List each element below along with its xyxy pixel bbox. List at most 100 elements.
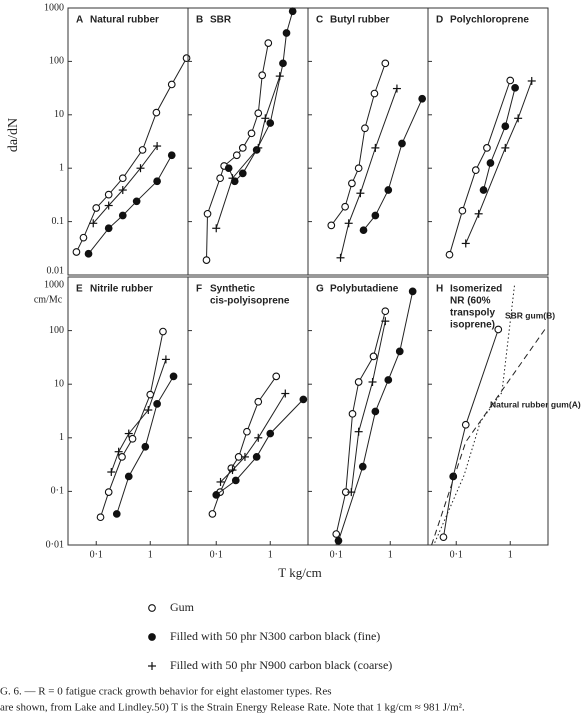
x-tick-label: 0·1 bbox=[210, 549, 223, 560]
x-axis-label: T kg/cm bbox=[278, 565, 321, 580]
series-line bbox=[92, 145, 158, 224]
panel-title: Isomerized bbox=[450, 284, 502, 295]
filled-circle-marker bbox=[104, 224, 113, 233]
panel-letter: G bbox=[316, 284, 324, 295]
filled-circle-marker bbox=[282, 29, 291, 37]
plus-marker bbox=[228, 466, 237, 475]
series-line bbox=[215, 75, 281, 229]
x-tick-label: 1 bbox=[388, 549, 393, 560]
filled-circle-marker bbox=[334, 536, 343, 545]
open-circle-marker bbox=[254, 397, 263, 406]
open-circle-marker bbox=[247, 129, 256, 138]
x-tick-label: 0·1 bbox=[90, 549, 103, 560]
open-circle-marker bbox=[348, 409, 357, 418]
panel-letter: B bbox=[196, 15, 203, 26]
plus-marker bbox=[392, 84, 401, 93]
open-circle-marker bbox=[272, 372, 281, 381]
open-circle-marker bbox=[232, 151, 241, 160]
open-circle-marker bbox=[118, 174, 127, 183]
series-line bbox=[215, 399, 304, 496]
panel-title: Natural rubber bbox=[90, 15, 159, 26]
filled-circle-marker bbox=[212, 491, 221, 499]
filled-circle-marker bbox=[408, 287, 417, 296]
filled-circle-marker bbox=[148, 633, 156, 641]
plus-marker bbox=[144, 406, 153, 415]
filled-circle-marker bbox=[153, 399, 161, 408]
open-circle-marker bbox=[182, 54, 191, 63]
plus-marker bbox=[514, 114, 523, 123]
y-tick-label: 10 bbox=[54, 378, 64, 389]
open-circle-marker bbox=[461, 420, 470, 429]
filled-circle-marker bbox=[132, 197, 141, 206]
open-circle-marker bbox=[445, 250, 454, 259]
panel-title: cis-polyisoprene bbox=[210, 296, 290, 307]
y-tick-label: 0·01 bbox=[46, 539, 64, 550]
panel-letter: E bbox=[76, 284, 83, 295]
open-circle-marker bbox=[79, 233, 88, 242]
y-tick-label: 100 bbox=[49, 56, 64, 67]
panel-frame bbox=[427, 7, 549, 276]
open-circle-marker bbox=[104, 190, 113, 199]
plus-marker bbox=[371, 143, 380, 152]
panel-frame bbox=[67, 276, 189, 546]
filled-circle-marker bbox=[501, 122, 510, 131]
filled-circle-marker bbox=[238, 169, 247, 178]
open-circle-marker bbox=[238, 144, 247, 152]
filled-circle-marker bbox=[169, 372, 178, 381]
y-tick-label: 100 bbox=[49, 325, 64, 336]
series-line bbox=[338, 291, 414, 541]
open-circle-marker bbox=[264, 39, 273, 47]
open-circle-marker bbox=[471, 166, 480, 174]
open-circle-marker bbox=[258, 71, 267, 80]
plus-marker bbox=[124, 429, 133, 438]
panel-letter: C bbox=[316, 15, 323, 26]
plus-marker bbox=[261, 114, 270, 123]
open-circle-marker bbox=[159, 327, 167, 336]
plus-marker bbox=[216, 477, 225, 486]
panel-title: Synthetic bbox=[210, 284, 255, 295]
plus-marker bbox=[254, 143, 263, 152]
open-circle-marker bbox=[361, 124, 369, 133]
series-label: SBR gum(B) bbox=[505, 310, 555, 320]
filled-circle-marker bbox=[358, 462, 367, 471]
legend-label: Filled with 50 phr N300 carbon black (fi… bbox=[170, 629, 380, 643]
panel-frame bbox=[307, 7, 429, 276]
series-line bbox=[443, 329, 499, 538]
filled-circle-marker bbox=[124, 472, 133, 481]
series-line bbox=[483, 87, 516, 191]
plus-marker bbox=[136, 164, 145, 173]
filled-circle-marker bbox=[141, 442, 150, 451]
series-line bbox=[465, 80, 533, 244]
panel-letter: F bbox=[196, 284, 202, 295]
open-circle-marker bbox=[354, 164, 363, 173]
series-line bbox=[350, 321, 386, 493]
plus-marker bbox=[114, 447, 123, 456]
filled-circle-marker bbox=[511, 83, 519, 92]
open-circle-marker bbox=[370, 89, 379, 98]
panel-title: isoprene) bbox=[450, 320, 495, 331]
open-circle-marker bbox=[148, 604, 156, 612]
filled-circle-marker bbox=[299, 395, 308, 404]
legend-label: Gum bbox=[170, 600, 195, 614]
y-tick-label: 10 bbox=[54, 109, 64, 120]
series-line bbox=[100, 331, 164, 518]
plus-marker bbox=[212, 224, 221, 233]
y-tick-label: 1000 bbox=[44, 2, 64, 13]
open-circle-marker bbox=[381, 307, 390, 316]
open-circle-marker bbox=[167, 80, 176, 89]
open-circle-marker bbox=[332, 530, 341, 538]
filled-circle-marker bbox=[371, 211, 380, 220]
open-circle-marker bbox=[202, 256, 211, 264]
open-circle-marker bbox=[216, 174, 224, 183]
open-circle-marker bbox=[92, 204, 101, 212]
panel-frame bbox=[187, 7, 309, 276]
filled-circle-marker bbox=[112, 510, 121, 518]
panel-frame bbox=[427, 276, 549, 546]
filled-circle-marker bbox=[224, 164, 233, 173]
series-line bbox=[335, 311, 386, 535]
open-circle-marker bbox=[128, 434, 137, 443]
plus-marker bbox=[527, 76, 536, 85]
plus-marker bbox=[240, 452, 249, 461]
y-tick-label: 1 bbox=[59, 162, 64, 173]
